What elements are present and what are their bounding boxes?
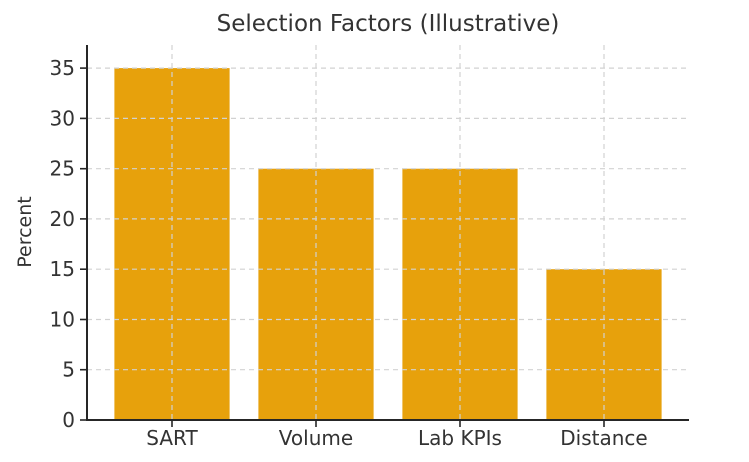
y-tick-label: 30: [50, 106, 75, 130]
y-tick-label: 10: [50, 308, 75, 332]
x-tick-label: Lab KPIs: [418, 426, 502, 450]
x-tick-label: SART: [146, 426, 198, 450]
x-tick-label: Distance: [560, 426, 647, 450]
chart-title: Selection Factors (Illustrative): [216, 11, 560, 37]
y-tick-label: 25: [50, 157, 75, 181]
y-tick-label: 35: [50, 56, 75, 80]
y-tick-label: 5: [62, 358, 75, 382]
x-tick-label: Volume: [279, 426, 353, 450]
y-tick-label: 0: [62, 408, 75, 432]
y-tick-label: 20: [50, 207, 75, 231]
y-tick-label: 15: [50, 257, 75, 281]
